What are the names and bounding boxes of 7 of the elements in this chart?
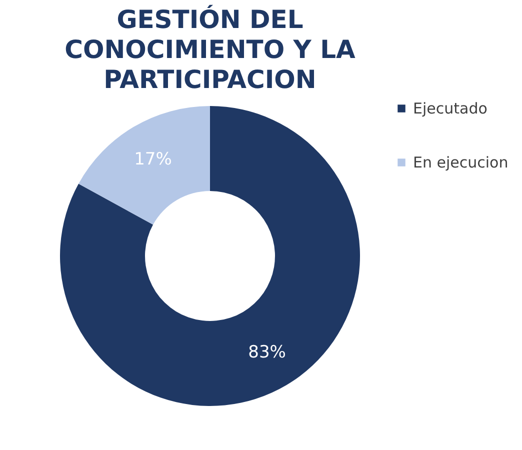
legend-label: En ejecucion bbox=[413, 154, 508, 172]
donut-slice bbox=[60, 106, 360, 406]
donut-slice bbox=[78, 106, 210, 225]
chart-title: GESTIÓN DEL CONOCIMIENTO Y LA PARTICIPACION bbox=[64, 4, 356, 94]
data-label: 83% bbox=[248, 342, 286, 362]
legend-label: Ejecutado bbox=[413, 100, 488, 118]
data-label: 17% bbox=[134, 150, 172, 170]
